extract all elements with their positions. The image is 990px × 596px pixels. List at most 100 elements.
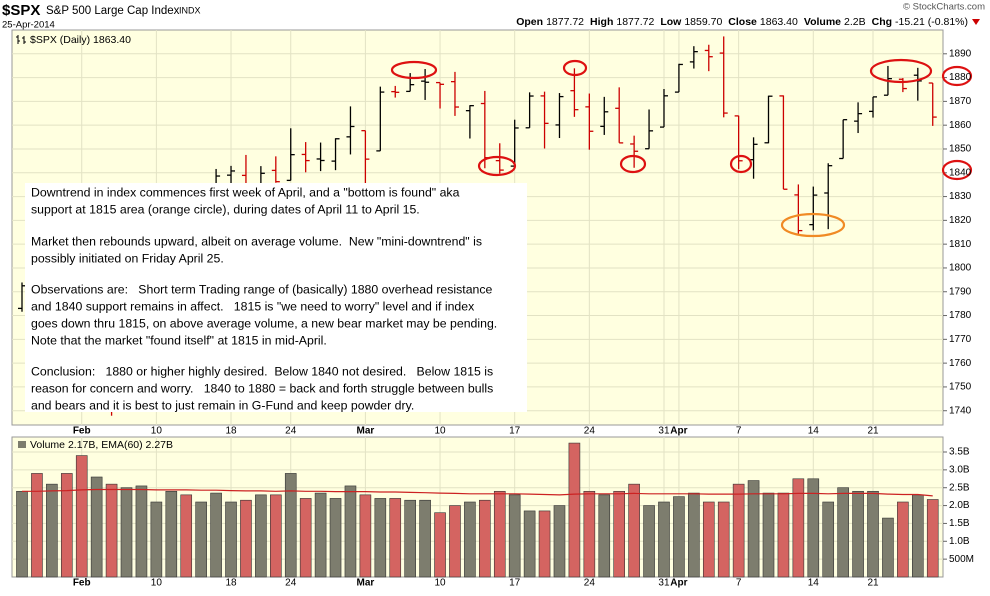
volume-bar [270, 494, 282, 578]
volume-bar [150, 501, 163, 578]
volume-bar [329, 498, 342, 578]
x-tick-label: 14 [808, 426, 820, 437]
stat-label: Close [728, 16, 757, 28]
annotation-line: possibly initiated on Friday April 25. [31, 251, 224, 265]
highlight [941, 159, 973, 181]
volume-bar [897, 501, 909, 578]
volume-bar [628, 483, 640, 578]
stat-label: Volume [804, 16, 841, 28]
y-tick-label: 1880 [949, 72, 972, 83]
volume-bar [419, 499, 431, 578]
x-tick-label: 10 [434, 426, 446, 437]
stat-label: High [590, 16, 613, 28]
annotation-line: Note that the market "found itself" at 1… [31, 333, 327, 347]
annotation: Downtrend in index commences first week … [31, 185, 497, 412]
annotation-line: goes down thru 1815, on above average vo… [31, 316, 497, 330]
volume-bar [180, 494, 193, 578]
annotation-line: support at 1815 area (orange circle), du… [31, 202, 420, 216]
volume-bar [807, 478, 820, 578]
volume-bar [493, 490, 506, 578]
volume-bar [673, 496, 685, 578]
y-tick-label: 1890 [949, 48, 972, 59]
volume-bar [792, 478, 805, 578]
volume-bar [120, 487, 133, 578]
annotation-line: and bears and it is best to just remain … [31, 398, 414, 412]
x-tick-label: 18 [225, 426, 237, 437]
highlight [780, 212, 846, 238]
volume-bar [314, 492, 327, 578]
volume-bar [46, 483, 58, 578]
volume-bar [195, 501, 207, 578]
volume-bar [688, 492, 700, 578]
x-tick-label: Apr [670, 426, 687, 437]
annotation-line: Downtrend in index commences first week … [31, 185, 460, 199]
annotation-line: and 1840 support remains in affect. 1815… [31, 299, 475, 313]
x-tick-label: 24 [584, 578, 596, 589]
stat-label: Chg [872, 16, 892, 28]
volume-bar [747, 480, 760, 578]
annotation-line: Conclusion: 1880 or higher highly desire… [31, 364, 493, 378]
y-tick-label: 1760 [949, 358, 972, 369]
volume-bar [135, 485, 148, 578]
x-tick-label: 31 [658, 578, 670, 589]
y-tick-label: 1820 [949, 215, 972, 226]
stat-value: 1859.70 [684, 16, 722, 28]
y-tick-label: 1810 [949, 239, 972, 250]
highlight [562, 59, 588, 77]
highlight [619, 154, 647, 174]
volume-bar [284, 473, 297, 578]
source: © StockCharts.com [903, 2, 985, 13]
change-arrow [972, 19, 980, 25]
highlight [941, 65, 973, 87]
y-tick-label: 3.5B [949, 447, 970, 458]
stat-label: Low [660, 16, 682, 28]
y-tick-label: 1860 [949, 120, 972, 131]
volume-bar [867, 490, 879, 578]
volume-bar [374, 498, 387, 578]
volume-bar [568, 442, 581, 578]
x-tick-label: 21 [867, 578, 879, 589]
volume-bar [105, 483, 118, 578]
volume-bar [404, 499, 416, 578]
x-tick-label: Feb [73, 426, 91, 437]
volume-legend: Volume 2.17B, EMA(60) 2.27B [30, 439, 173, 451]
y-tick-label: 1.0B [949, 536, 970, 547]
volume-bar [90, 476, 103, 578]
volume-bar [538, 510, 551, 578]
y-tick-label: 1830 [949, 191, 972, 202]
volume-bar [240, 499, 252, 578]
y-tick-label: 1800 [949, 263, 972, 274]
y-tick-label: 500M [949, 554, 974, 565]
annotation-box [25, 183, 527, 412]
y-tick-label: 1.5B [949, 518, 970, 529]
price-legend: $SPX (Daily) 1863.40 [30, 34, 131, 46]
volume-bar [60, 473, 73, 578]
volume-bar [777, 492, 790, 578]
stat-value: -15.21 (-0.81%) [895, 16, 968, 28]
stat-value: 1863.40 [760, 16, 798, 28]
volume-bar [762, 492, 775, 578]
volume-bar [299, 498, 312, 578]
volume-bar [359, 494, 372, 578]
date: 25-Apr-2014 [2, 20, 55, 31]
annotation-line: reason for concern and worry. 1840 to 18… [31, 381, 493, 395]
y-tick-label: 1870 [949, 96, 972, 107]
volume-bar [344, 485, 357, 578]
volume-bar [882, 517, 894, 578]
volume-bar [210, 492, 222, 578]
highlight [390, 60, 438, 80]
x-tick-label: Apr [670, 578, 687, 589]
y-tick-label: 2.0B [949, 500, 970, 511]
volume-bar [225, 501, 237, 578]
x-tick-label: 10 [151, 578, 163, 589]
volume-bar [508, 494, 521, 578]
legend-icon [16, 35, 26, 44]
legend-icon [18, 441, 26, 448]
volume-bar [822, 501, 835, 578]
x-tick-label: 31 [658, 426, 670, 437]
volume-bar [702, 501, 715, 578]
x-tick-label: 10 [151, 426, 163, 437]
volume-bar [255, 494, 267, 578]
highlight [477, 155, 517, 177]
